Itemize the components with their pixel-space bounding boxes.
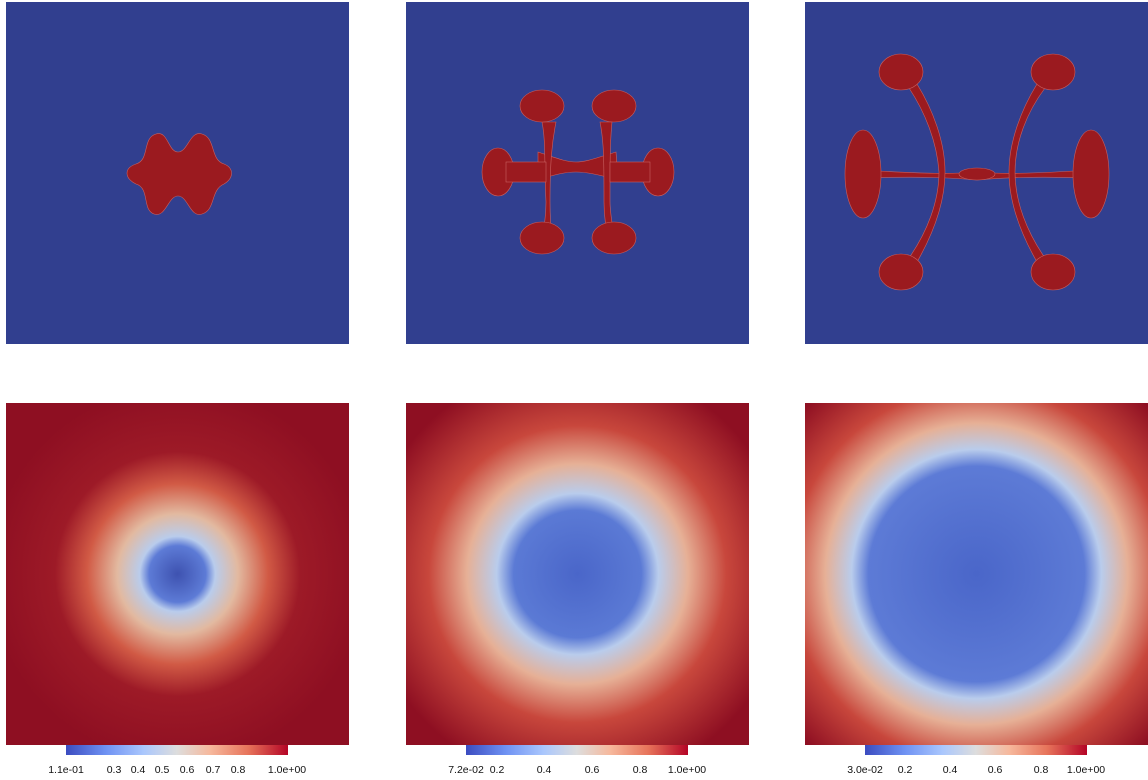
colorbar-gradient (865, 745, 1087, 755)
colorbar-tick: 0.8 (230, 764, 246, 776)
colorbar-gradient (66, 745, 288, 755)
colorbar-3: 3.0e-02 0.2 0.4 0.6 0.8 1.0e+00 (847, 745, 1105, 780)
colorbar-tick: 0.4 (130, 764, 146, 776)
phase-field-panel-t1 (6, 2, 349, 344)
colorbar-tick: 0.8 (632, 764, 648, 776)
colorbar-tick: 1.1e-01 (48, 764, 84, 776)
colorbar-tick: 0.4 (942, 764, 958, 776)
colorbar-tick: 3.0e-02 (847, 764, 883, 776)
scalar-field-panel-t1 (6, 403, 349, 745)
colorbar-tick: 1.0e+00 (267, 764, 307, 776)
colorbar-tick: 0.6 (179, 764, 195, 776)
colorbar-tick: 1.0e+00 (1066, 764, 1106, 776)
colorbar-tick: 0.4 (536, 764, 552, 776)
colorbar-tick: 0.2 (489, 764, 505, 776)
colorbar-gradient (466, 745, 688, 755)
phase-blob-t1 (126, 133, 232, 215)
colorbar-tick: 0.2 (897, 764, 913, 776)
colorbar-2: 7.2e-02 0.2 0.4 0.6 0.8 1.0e+00 (448, 745, 706, 780)
phase-field-panel-t2 (406, 2, 749, 344)
colorbar-tick: 0.6 (584, 764, 600, 776)
colorbar-tick: 0.3 (106, 764, 122, 776)
colorbar-tick: 1.0e+00 (667, 764, 707, 776)
scalar-field-panel-t2 (406, 403, 749, 745)
colorbar-tick: 0.8 (1033, 764, 1049, 776)
colorbar-tick: 7.2e-02 (448, 764, 484, 776)
colorbar-tick: 0.6 (987, 764, 1003, 776)
colorbar-tick: 0.5 (154, 764, 170, 776)
colorbar-1: 1.1e-01 0.3 0.4 0.5 0.6 0.7 0.8 1.0e+00 (48, 745, 306, 780)
colorbar-tick: 0.7 (205, 764, 221, 776)
phase-field-panel-t3 (805, 2, 1148, 344)
scalar-field-panel-t3 (805, 403, 1148, 745)
phase-cross-t2 (481, 89, 675, 255)
phase-cross-t3 (844, 53, 1110, 291)
